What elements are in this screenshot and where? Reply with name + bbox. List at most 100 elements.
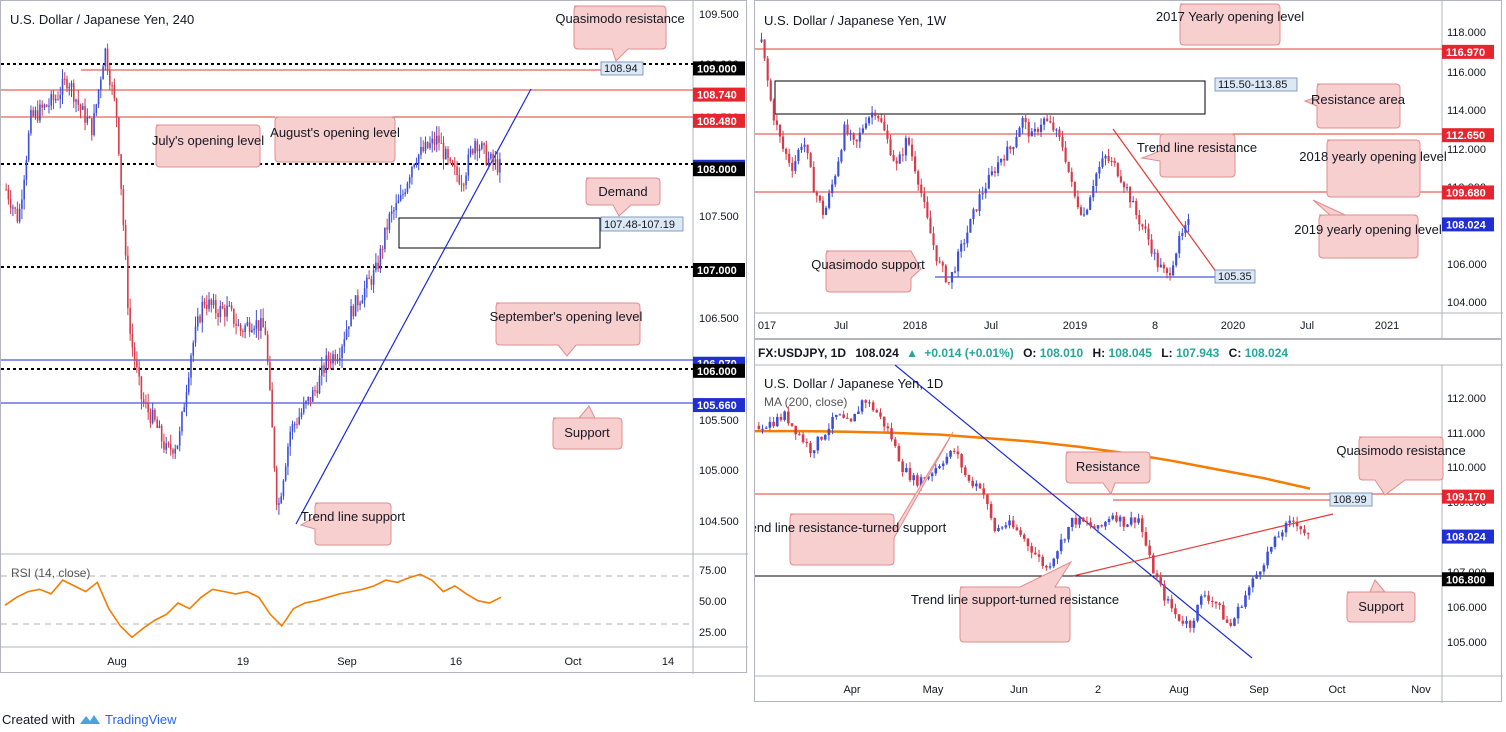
svg-text:Support: Support: [1358, 599, 1404, 614]
candle-body: [476, 141, 479, 152]
candle-body: [266, 334, 269, 363]
candle-body: [160, 425, 163, 442]
candle-body: [422, 146, 425, 152]
candle-body: [375, 262, 377, 271]
candle-body: [892, 155, 895, 161]
candle-body: [907, 138, 911, 145]
candle-body: [890, 428, 893, 440]
candle-body: [1026, 538, 1030, 547]
tradingview-credit[interactable]: Created with TradingView: [2, 709, 177, 729]
y-tick-label: 106.500: [699, 313, 739, 325]
price-tag-label: 108.480: [697, 116, 737, 128]
candle-body: [857, 411, 860, 414]
candle-body: [941, 262, 944, 266]
candle-body: [837, 161, 840, 177]
candle-body: [5, 189, 7, 191]
chart-h4[interactable]: 109.500109.000108.500108.000107.500107.0…: [1, 1, 748, 674]
candle-body: [264, 327, 267, 335]
candle-body: [794, 161, 797, 171]
candle-body: [947, 282, 950, 284]
candle-body: [23, 179, 25, 200]
candle-body: [996, 162, 1000, 173]
candle-body: [1299, 526, 1303, 530]
callout-support: Support: [552, 405, 623, 450]
candle-body: [1181, 233, 1184, 236]
svg-text:July's opening level: July's opening level: [152, 133, 264, 148]
candle-body: [18, 208, 21, 222]
chart-panel-daily[interactable]: FX:USDJPY, 1D 108.024 ▲ +0.014 (+0.01%) …: [738, 339, 1503, 703]
candle-body: [86, 117, 89, 123]
candle-body: [16, 208, 19, 222]
candle-body: [275, 468, 278, 505]
callout-july-opening: July's opening level: [152, 124, 264, 168]
candle-body: [63, 78, 66, 80]
candle-body: [372, 270, 375, 285]
candle-body: [52, 94, 55, 101]
candle-body: [411, 166, 413, 178]
candle-body: [490, 153, 492, 159]
candle-body: [828, 193, 831, 208]
candle-body: [1086, 209, 1089, 215]
callout-quasimodo-support: Quasimodo support: [811, 250, 925, 293]
candle-body: [1095, 173, 1098, 187]
header-l-label: L:: [1161, 346, 1172, 360]
candle-body: [97, 89, 100, 105]
candle-body: [986, 494, 989, 504]
candle-body: [1135, 201, 1138, 216]
x-tick-label: Aug: [107, 656, 127, 668]
credit-prefix: Created with: [2, 711, 75, 727]
candle-body: [390, 211, 393, 214]
candle-body: [877, 115, 880, 119]
candle-body: [154, 409, 156, 420]
svg-text:2018 yearly opening level: 2018 yearly opening level: [1299, 149, 1447, 164]
candle-body: [1034, 552, 1037, 555]
candle-body: [1181, 620, 1185, 624]
header-h: 108.045: [1109, 346, 1153, 360]
candle-body: [1116, 163, 1119, 177]
candle-body: [420, 146, 422, 155]
candle-body: [1266, 551, 1269, 566]
candle-body: [1229, 622, 1233, 626]
candle-body: [169, 444, 172, 450]
y-tick-label: 114.000: [1447, 105, 1486, 117]
candle-body: [840, 150, 843, 162]
candle-body: [359, 303, 361, 306]
candle-body: [785, 148, 788, 154]
candle-body: [499, 159, 501, 173]
credit-brand[interactable]: TradingView: [104, 711, 177, 727]
candle-body: [460, 183, 463, 185]
candle-body: [104, 48, 107, 67]
chart-panel-weekly[interactable]: 118.000116.000114.000112.000110.000108.0…: [754, 0, 1503, 340]
candle-body: [812, 166, 815, 193]
candle-body: [187, 377, 190, 393]
candle-body: [115, 98, 118, 118]
chart-weekly[interactable]: 118.000116.000114.000112.000110.000108.0…: [755, 1, 1503, 340]
candle-body: [43, 104, 46, 108]
price-tag: [693, 398, 745, 413]
candle-body: [1085, 521, 1089, 523]
candle-body: [1070, 171, 1073, 182]
svg-text:105.35: 105.35: [1218, 271, 1252, 283]
candle-body: [1177, 614, 1181, 621]
chart-daily[interactable]: FX:USDJPY, 1D 108.024 ▲ +0.014 (+0.01%) …: [738, 340, 1503, 703]
price-tag: [693, 87, 745, 102]
candle-body: [483, 143, 485, 146]
candle-body: [1048, 566, 1052, 568]
candle-body: [1207, 595, 1210, 601]
candle-body: [133, 347, 136, 361]
x-tick-label: Jul: [834, 320, 848, 332]
candle-body: [982, 488, 986, 495]
x-tick-label: Apr: [843, 684, 860, 696]
candle-body: [296, 424, 298, 426]
chart-panel-h4[interactable]: 109.500109.000108.500108.000107.500107.0…: [0, 0, 748, 674]
candle-body: [975, 209, 978, 211]
candle-body: [1104, 155, 1107, 159]
candle-body: [1046, 118, 1049, 121]
candle-body: [1214, 601, 1218, 604]
candle-body: [852, 133, 855, 140]
candle-body: [880, 118, 883, 122]
candle-body: [226, 305, 228, 317]
candle-body: [251, 330, 253, 332]
candle-body: [320, 365, 323, 376]
svg-text:108.99: 108.99: [1333, 494, 1367, 506]
